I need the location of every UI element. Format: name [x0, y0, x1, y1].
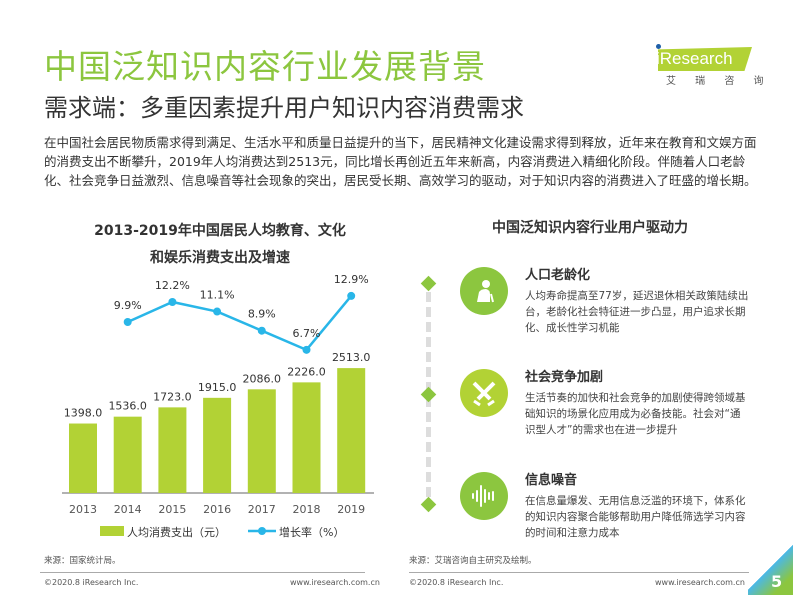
- growth-label: 9.9%: [114, 299, 142, 312]
- growth-point: [347, 291, 356, 300]
- page-subtitle: 需求端：多重因素提升用户知识内容消费需求: [44, 94, 524, 122]
- sound-wave-icon: [460, 472, 508, 520]
- footer-copyright: ©2020.8 iResearch Inc.: [44, 578, 139, 587]
- footer-copyright: ©2020.8 iResearch Inc.: [409, 578, 504, 587]
- iresearch-logo: iResearch 艾 瑞 咨 询: [652, 42, 764, 87]
- x-tick-label: 2018: [293, 503, 321, 516]
- bar-label: 1398.0: [64, 407, 103, 420]
- bar-label: 2513.0: [332, 351, 371, 364]
- driver-text: 人均寿命提高至77岁，延迟退休相关政策陆续出台，老龄化社会特征进一步凸显，用户追…: [525, 290, 749, 334]
- x-tick-label: 2013: [69, 503, 97, 516]
- page-title: 中国泛知识内容行业发展背景: [44, 47, 486, 86]
- x-tick-label: 2019: [337, 503, 365, 516]
- growth-point: [257, 326, 266, 335]
- spending-chart: 1398.0 2013 1536.0 2014 1723.0 2015 1915.0 2016…: [62, 273, 374, 539]
- bar-label: 2226.0: [287, 365, 326, 378]
- growth-label: 12.9%: [334, 273, 369, 286]
- bar: [247, 389, 276, 493]
- timeline-diamond: [420, 275, 437, 292]
- growth-label: 12.2%: [155, 279, 190, 292]
- logo-text: iResearch: [656, 49, 733, 68]
- legend-bar-label: 人均消费支出（元）: [127, 525, 226, 539]
- driver-title: 人口老龄化: [525, 268, 591, 283]
- bar: [337, 368, 366, 493]
- driver-text: 生活节奏的加快和社会竞争的加剧使得跨领域基础知识的场景化应用成为必备技能。社会对…: [525, 392, 746, 436]
- corner-decoration: [748, 540, 793, 595]
- growth-line: [127, 295, 353, 352]
- growth-label: 11.1%: [200, 289, 235, 302]
- growth-point: [302, 345, 311, 354]
- x-tick-label: 2014: [114, 503, 142, 516]
- crossed-swords-icon: [460, 369, 508, 417]
- growth-point: [168, 297, 177, 306]
- source-left: 来源：国家统计局。: [44, 556, 121, 566]
- bar: [113, 416, 142, 493]
- elderly-person-icon: [460, 267, 508, 315]
- chart-title-line2: 和娱乐消费支出及增速: [150, 250, 290, 266]
- source-right: 来源：艾瑞咨询自主研究及绘制。: [409, 556, 537, 566]
- intro-paragraph: 在中国社会居民物质需求得到满足、生活水平和质量日益提升的当下，居民精神文化建设需…: [44, 135, 757, 188]
- x-tick-label: 2015: [158, 503, 186, 516]
- bar-label: 1723.0: [153, 390, 192, 403]
- bar: [158, 407, 187, 493]
- growth-label: 6.7%: [293, 327, 321, 340]
- footer-url: www.iresearch.com.cn: [655, 578, 745, 587]
- growth-point: [213, 307, 222, 316]
- footer-divider: [40, 572, 365, 573]
- legend-bar-swatch: [100, 526, 124, 536]
- timeline-diamond: [420, 386, 437, 403]
- driver-title: 信息噪音: [525, 473, 578, 488]
- x-tick-label: 2017: [248, 503, 276, 516]
- bar: [203, 397, 232, 493]
- growth-point: [123, 318, 132, 326]
- chart-title-line1: 2013-2019年中国居民人均教育、文化: [94, 223, 346, 239]
- drivers-title: 中国泛知识内容行业用户驱动力: [492, 220, 688, 236]
- driver-text: 在信息量爆发、无用信息泛滥的环境下，体系化的知识内容聚合能够帮助用户降低筛选学习…: [525, 495, 746, 539]
- bar: [69, 423, 97, 493]
- timeline-diamond: [420, 496, 437, 513]
- x-tick-label: 2016: [203, 503, 231, 516]
- legend-line-marker: [258, 527, 266, 535]
- logo-cn: 艾 瑞 咨 询: [666, 76, 772, 87]
- page-number: 5: [771, 572, 783, 591]
- growth-label: 8.9%: [248, 308, 276, 321]
- legend-line-label: 增长率（%）: [279, 525, 344, 539]
- bar: [292, 382, 321, 493]
- bar-label: 1536.0: [108, 400, 147, 413]
- footer-divider: [409, 572, 749, 573]
- bar-label: 1915.0: [198, 381, 237, 394]
- driver-title: 社会竞争加剧: [525, 370, 604, 385]
- bar-label: 2086.0: [243, 372, 282, 385]
- footer-url: www.iresearch.com.cn: [290, 578, 380, 587]
